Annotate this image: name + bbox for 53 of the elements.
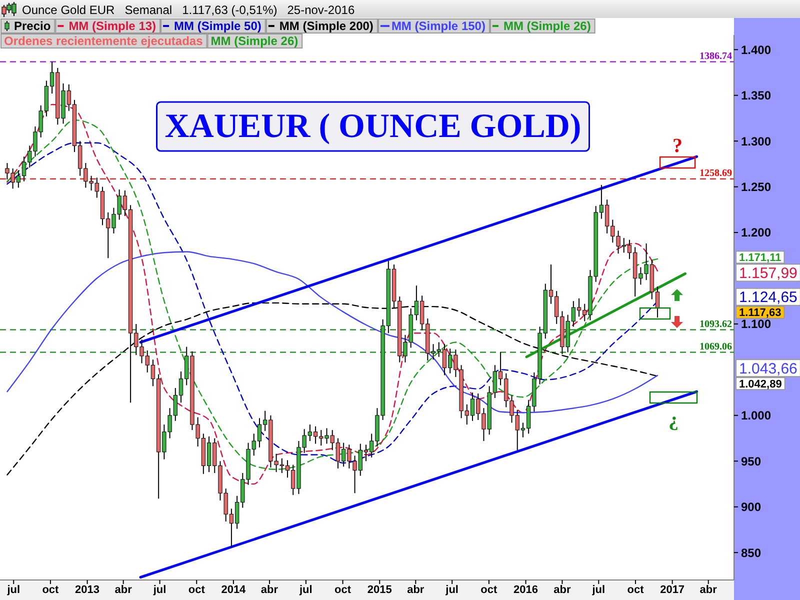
x-tick-label: jul — [298, 584, 312, 596]
text: 1.124,65 — [739, 289, 798, 306]
line-series — [6, 251, 658, 414]
legend-label: MM (Simple 200) — [279, 19, 374, 33]
text: 1.157,99 — [739, 264, 798, 282]
x-tick-label: abr — [407, 584, 425, 596]
y-tick-label: 850 — [741, 546, 762, 560]
x-tick-label: oct — [188, 584, 206, 596]
x-tick-label: oct — [334, 584, 352, 596]
annotation: MM (Simple 26) — [210, 34, 298, 48]
text: 1.042,89 — [739, 378, 782, 390]
text: 1.171,11 — [739, 252, 782, 264]
y-tick-label: 1.100 — [741, 317, 772, 332]
text: 1.117,63 — [739, 307, 782, 320]
x-tick-label: jul — [591, 584, 606, 596]
annotation: ? — [672, 135, 682, 157]
x-tick-label: jul — [152, 584, 166, 596]
legend-label: MM (Simple 13) — [68, 19, 156, 33]
y-tick-label: 1.000 — [741, 408, 772, 423]
x-tick-label: 2014 — [221, 584, 247, 596]
legend-label: Precio — [14, 19, 51, 33]
x-tick-label: oct — [480, 584, 498, 596]
y-tick-label: 1.350 — [741, 88, 772, 103]
y-tick-label: 1.200 — [741, 226, 772, 240]
annotation: ¿ — [668, 409, 678, 431]
x-tick-label: abr — [700, 584, 718, 596]
ref-line-label: 1258.69 — [700, 168, 732, 179]
text: 1.043,66 — [739, 360, 798, 378]
x-tick-label: oct — [42, 584, 60, 596]
x-tick-label: 2017 — [660, 584, 685, 596]
ref-line-label: 1069.06 — [700, 341, 732, 352]
ref-line-label: 1093.62 — [700, 318, 732, 330]
x-tick-label: 2013 — [75, 584, 100, 596]
annotation: Ordenes recientemente ejecutadas — [4, 34, 204, 48]
x-tick-label: oct — [627, 584, 644, 596]
legend-label: MM (Simple 50) — [174, 19, 262, 33]
chart-title: Ounce Gold EUR Semanal 1.117,63 (-0,51%) 25-nov-2016 — [22, 3, 355, 17]
y-tick-label: 1.300 — [741, 134, 772, 148]
text: XAUEUR ( OUNCE GOLD) — [164, 108, 582, 145]
x-tick-label: abr — [554, 584, 572, 596]
y-tick-label: 1.400 — [741, 42, 772, 57]
y-tick-label: 950 — [741, 454, 762, 468]
legend-label: MM (Simple 150) — [391, 19, 486, 33]
x-tick-label: 2015 — [367, 584, 392, 596]
x-tick-label: jul — [444, 584, 459, 596]
x-tick-label: abr — [260, 584, 279, 596]
y-tick-label: 900 — [741, 500, 762, 514]
x-tick-label: 2016 — [514, 584, 538, 596]
x-tick-label: abr — [114, 584, 133, 596]
legend-label: MM (Simple 26) — [503, 19, 591, 33]
ref-line-label: 1386.74 — [700, 50, 732, 62]
x-tick-label: jul — [6, 584, 20, 596]
y-tick-label: 1.250 — [741, 180, 772, 194]
